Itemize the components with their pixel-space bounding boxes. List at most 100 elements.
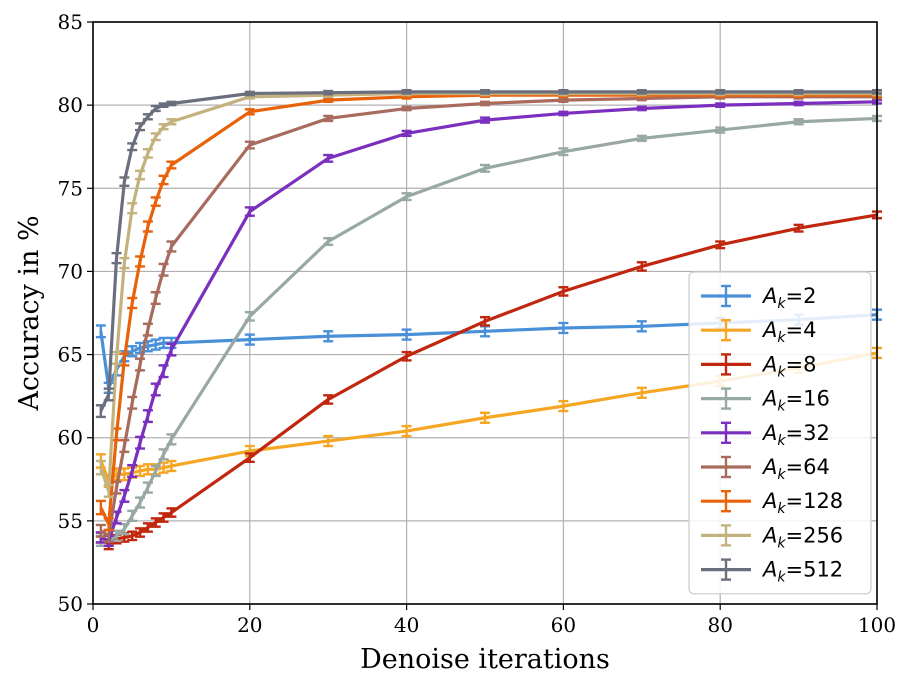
error-bar (323, 394, 334, 405)
error-bar (119, 176, 130, 187)
error-bar (142, 322, 153, 337)
error-bar (401, 88, 412, 95)
error-bar (142, 481, 153, 494)
legend-label: Ak=4 (761, 318, 816, 346)
error-bar (142, 148, 153, 159)
y-tick-label: 75 (58, 176, 83, 200)
legend: Ak=2 Ak=4 Ak=8 Ak=16 Ak=32 Ak=64 Ak=128 Ak=256 A… (688, 271, 872, 595)
legend-label: Ak=512 (761, 558, 843, 586)
series-ak-512 (95, 88, 882, 419)
error-bar (142, 220, 153, 233)
error-bar (95, 459, 106, 476)
series-ak-64 (95, 93, 882, 543)
error-bar (244, 333, 255, 346)
legend-label: Ak=8 (761, 352, 816, 380)
error-bar (244, 140, 255, 150)
error-bar (150, 464, 161, 478)
error-bar (158, 174, 169, 186)
error-bar (323, 236, 334, 247)
error-bar (135, 357, 146, 372)
legend-entry: Ak=2 (701, 284, 816, 312)
error-bar (244, 108, 255, 116)
error-bar (636, 261, 647, 272)
error-bar (480, 411, 490, 424)
error-bar (636, 105, 647, 112)
error-bar (715, 102, 726, 109)
error-bar (401, 129, 412, 138)
error-bar (111, 251, 122, 265)
error-bar (558, 88, 569, 95)
legend-label: Ak=16 (761, 387, 830, 415)
y-tick-label: 85 (58, 10, 83, 34)
error-bar (166, 342, 177, 357)
x-axis-ticks: 0 20 40 60 80 100 (87, 604, 896, 637)
error-bar (636, 134, 647, 143)
error-bar (150, 338, 161, 351)
error-bar (135, 435, 146, 450)
error-bar (135, 122, 146, 132)
error-bar (636, 320, 647, 333)
error-bar (103, 387, 114, 402)
error-bar (166, 100, 177, 107)
error-bar (158, 102, 169, 109)
error-bar (323, 434, 334, 448)
y-axis-ticks: 50 55 60 65 70 75 80 85 (58, 10, 93, 616)
error-bar (166, 118, 177, 126)
error-bar (127, 530, 138, 542)
error-bar (244, 310, 255, 322)
series-layer (95, 88, 882, 551)
error-bar (558, 97, 569, 104)
legend-label: Ak=64 (761, 455, 830, 483)
y-tick-label: 50 (58, 592, 83, 616)
y-axis-label: Accuracy in % (14, 215, 45, 411)
error-bar (142, 409, 153, 424)
legend-entry: Ak=512 (701, 558, 843, 586)
error-bar (119, 439, 130, 454)
legend-entry: Ak=32 (701, 421, 830, 449)
error-bar (480, 116, 490, 124)
error-bar (323, 89, 334, 96)
x-tick-label: 60 (551, 613, 576, 637)
error-bar (95, 523, 106, 538)
error-bar (715, 126, 726, 134)
error-bar (401, 328, 412, 341)
x-tick-label: 40 (394, 613, 419, 637)
error-bar (150, 291, 161, 306)
error-bar (323, 153, 334, 163)
error-bar (158, 512, 169, 523)
error-bar (244, 90, 255, 97)
error-bar (127, 463, 138, 478)
error-bar (103, 517, 114, 532)
error-bar (166, 459, 177, 473)
error-bar (127, 296, 138, 310)
error-bar (150, 517, 161, 528)
error-bar (158, 448, 169, 461)
error-bar (150, 196, 161, 207)
error-bar (715, 88, 726, 95)
error-bar (119, 256, 130, 270)
error-bar (480, 315, 490, 327)
plot-frame (92, 21, 878, 605)
error-bar (244, 452, 255, 464)
error-bar (127, 345, 138, 358)
error-bar (323, 97, 334, 104)
error-bar (715, 240, 726, 250)
y-tick-label: 55 (58, 509, 83, 533)
legend-label: Ak=32 (761, 421, 830, 449)
error-bar (558, 147, 569, 157)
error-bar (401, 105, 412, 112)
error-bar (480, 163, 490, 173)
error-bar (323, 330, 334, 343)
error-bar (142, 113, 153, 121)
legend-label: Ak=128 (761, 489, 843, 517)
error-bar (636, 88, 647, 95)
error-bar (480, 100, 490, 107)
x-tick-label: 80 (707, 613, 732, 637)
error-bar (558, 110, 569, 117)
error-bar (142, 522, 153, 533)
error-bar (103, 483, 114, 498)
x-tick-label: 100 (858, 613, 896, 637)
error-bar (135, 169, 146, 181)
error-bar (95, 324, 106, 339)
error-bar (166, 240, 177, 253)
